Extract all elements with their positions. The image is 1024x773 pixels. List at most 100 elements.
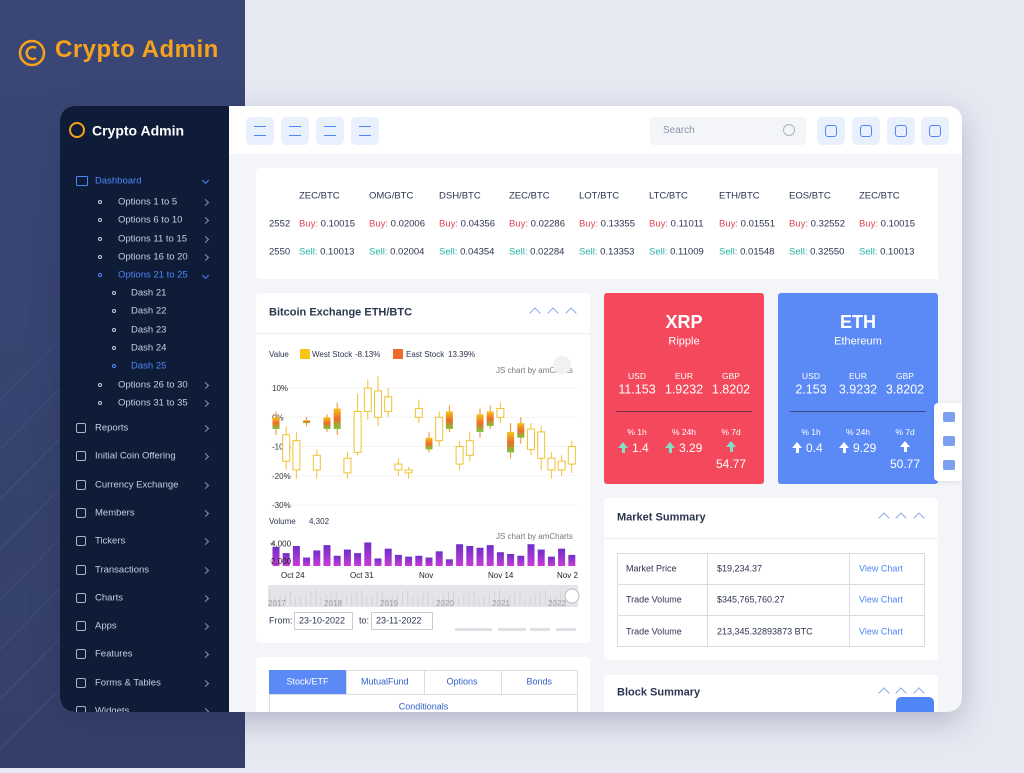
card-price: 11.153 (618, 382, 656, 397)
bullet (98, 273, 102, 277)
chart-credit: JS chart by amCharts (496, 366, 573, 376)
buy-value: 0.01551 (740, 218, 775, 230)
tab-label[interactable]: Stock/ETF (286, 676, 329, 687)
brand-logo (18, 39, 46, 67)
ticker-buy: 2552 (269, 218, 291, 230)
tab[interactable] (500, 670, 578, 694)
chat-button[interactable] (896, 697, 934, 712)
buy-value: 0.02286 (530, 218, 565, 230)
ticker-sell: Sell: 0.02284 (509, 246, 564, 257)
submenu-item[interactable]: Options 6 to 10 (118, 214, 183, 226)
up-arrow (726, 441, 736, 447)
buy-value: 0.13355 (600, 218, 635, 230)
tab[interactable] (346, 670, 423, 694)
card-currency: EUR (849, 370, 867, 381)
toolbar-button[interactable] (316, 117, 344, 145)
search-box[interactable] (650, 117, 806, 145)
header-button[interactable] (887, 117, 915, 145)
toolbar-button[interactable] (351, 117, 379, 145)
date-value[interactable]: 23-11-2022 (376, 615, 422, 626)
ticker-pair: LOT/BTC (579, 190, 620, 202)
ticker-panel (256, 168, 938, 279)
range-button[interactable] (556, 628, 576, 631)
range-button[interactable] (498, 628, 526, 631)
ticker-sell: Sell: 0.10013 (299, 246, 354, 257)
tab-label[interactable]: Options (446, 676, 478, 687)
menu-icon (76, 592, 86, 603)
submenu-item[interactable]: Options 26 to 30 (118, 379, 188, 391)
toolbar-button[interactable] (246, 117, 274, 145)
menu-item[interactable]: Dashboard (95, 175, 142, 187)
ticker-pair: ETH/BTC (719, 190, 760, 202)
menu-item[interactable]: Transactions (95, 563, 150, 575)
tab-label[interactable]: Bonds (526, 676, 553, 687)
submenu-item[interactable]: Options 16 to 20 (118, 251, 188, 263)
card-period: % 24h (671, 426, 697, 437)
ticker-buy: Buy: 0.01551 (719, 218, 775, 229)
menu-item[interactable]: Apps (95, 620, 117, 632)
tool-button[interactable] (943, 460, 955, 470)
menu-item[interactable]: Charts (95, 592, 123, 604)
sidebar-logo (69, 122, 85, 138)
submenu-item[interactable]: Options 31 to 35 (118, 397, 188, 409)
table-link[interactable]: View Chart (859, 594, 903, 605)
submenu-item[interactable]: Dash 25 (131, 360, 167, 372)
menu-item[interactable]: Tickers (95, 535, 126, 547)
subtab-label[interactable]: Conditionals (398, 701, 449, 712)
submenu-item[interactable]: Options 11 to 15 (118, 233, 188, 245)
header-button[interactable] (921, 117, 949, 145)
market-panel (604, 498, 938, 660)
tab[interactable] (269, 670, 347, 694)
date-value[interactable]: 23-10-2022 (299, 615, 346, 626)
tool-button[interactable] (943, 412, 955, 422)
ticker-sell: Sell: 0.10013 (859, 246, 914, 257)
header-button[interactable] (817, 117, 845, 145)
submenu-item[interactable]: Dash 24 (131, 342, 167, 354)
table-link[interactable]: View Chart (859, 626, 903, 637)
tool-button[interactable] (943, 436, 955, 446)
tab[interactable] (423, 670, 501, 694)
up-arrow-stem (795, 448, 799, 453)
bullet (98, 200, 102, 204)
tab-label[interactable]: MutualFund (360, 676, 409, 687)
exchange-panel (256, 293, 590, 643)
ticker-buy: Buy: 0.11011 (649, 218, 704, 229)
submenu-item[interactable]: Dash 22 (131, 305, 167, 317)
app-window: Crypto Admin Dashboard Options 1 to 5 Optio… (60, 106, 962, 712)
menu-item[interactable]: Widgets (95, 705, 130, 712)
submenu-item[interactable]: Options 1 to 5 (118, 196, 178, 208)
currency-card (778, 293, 938, 484)
card-divider (616, 411, 752, 412)
menu-item[interactable]: Features (95, 648, 133, 660)
bullet (98, 237, 102, 241)
menu-item[interactable]: Members (95, 507, 135, 519)
sell-label: Sell: (719, 246, 738, 258)
menu-item[interactable]: Forms & Tables (95, 676, 161, 688)
date-input[interactable] (371, 612, 433, 630)
card-divider (790, 411, 926, 412)
menu-item[interactable]: Reports (95, 422, 129, 434)
search-placeholder[interactable]: Search (663, 125, 695, 136)
download-button[interactable] (553, 356, 571, 374)
menu-item[interactable]: Currency Exchange (95, 478, 179, 490)
legend-name: East Stock (406, 350, 445, 360)
submenu-item[interactable]: Options 21 to 25 (118, 269, 188, 281)
range-button[interactable] (530, 628, 550, 631)
card-price: 1.9232 (664, 382, 704, 397)
card-currency: EUR (675, 370, 693, 381)
date-input[interactable] (294, 612, 353, 630)
ticker-sell: Sell: 0.13353 (579, 246, 634, 257)
toolbar-button[interactable] (281, 117, 309, 145)
date-label: to: (359, 615, 370, 626)
menu-icon (76, 507, 86, 518)
bullet (98, 218, 102, 222)
header-button[interactable] (852, 117, 880, 145)
panel-title: Market Summary (617, 511, 706, 524)
submenu-item[interactable]: Dash 21 (131, 287, 167, 299)
menu-item[interactable]: Initial Coin Offering (95, 450, 176, 462)
table-link[interactable]: View Chart (859, 563, 903, 574)
range-button[interactable] (455, 628, 492, 631)
submenu-item[interactable]: Dash 23 (131, 323, 167, 335)
menu-icon (76, 677, 86, 688)
